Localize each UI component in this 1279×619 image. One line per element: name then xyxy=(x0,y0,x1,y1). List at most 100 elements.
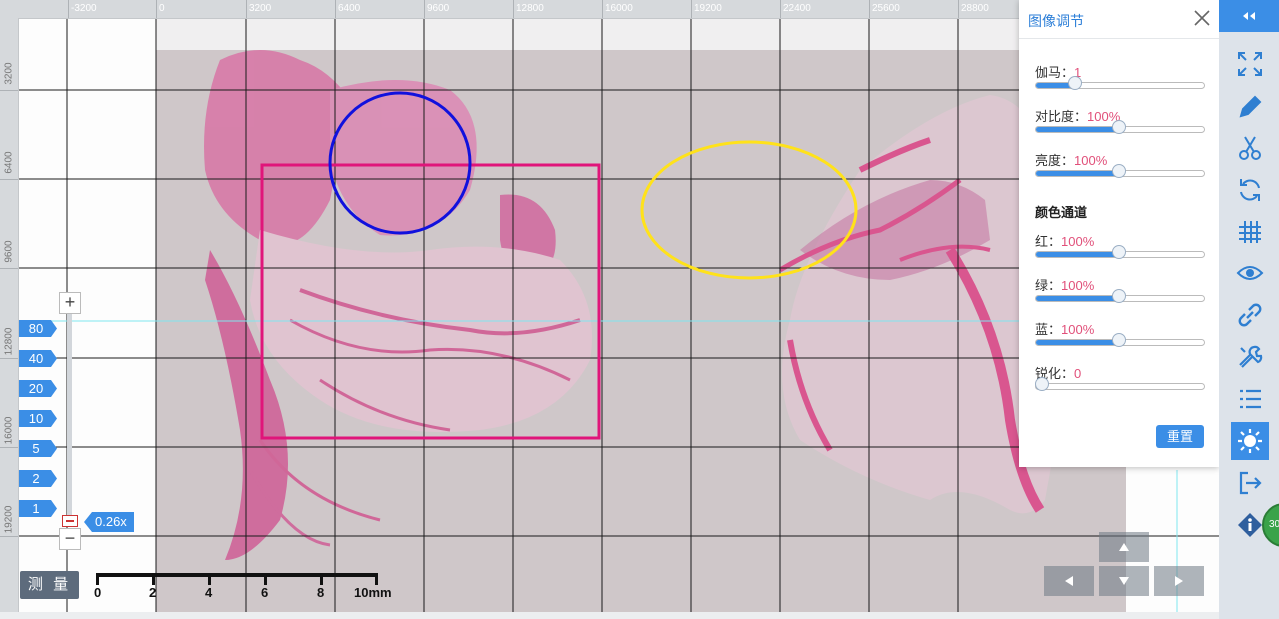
ruler-tick-label: 12800 xyxy=(516,3,544,14)
ruler-tick-label: 6400 xyxy=(3,151,15,174)
eye-tool-button[interactable] xyxy=(1231,254,1269,292)
zoom-slider-track[interactable] xyxy=(67,311,72,523)
ruler-top: -3200 0 3200 6400 9600 12800 16000 19200 22400 25… xyxy=(0,0,1219,19)
slider-label: 红：100% xyxy=(1035,234,1095,249)
image-adjust-panel: 图像调节 伽马：1 对比度：100% 亮度：100% 红：100% 绿：100% 蓝：10… xyxy=(1019,0,1219,467)
slider-handle[interactable] xyxy=(1068,76,1083,90)
zoom-level-label: 40 xyxy=(28,351,44,366)
slider-label: 亮度：100% xyxy=(1035,153,1108,168)
ruler-tick-label: 16000 xyxy=(3,416,15,445)
arrow-left-icon xyxy=(1065,576,1073,586)
slider-track[interactable] xyxy=(1035,82,1205,89)
zoom-level-40[interactable]: 40 xyxy=(19,350,57,367)
zoom-level-2[interactable]: 2 xyxy=(19,470,57,487)
reset-button[interactable]: 重置 xyxy=(1156,425,1204,448)
slider-handle[interactable] xyxy=(1112,333,1126,347)
slider-value: 100% xyxy=(1061,322,1095,337)
slider-green: 绿：100% xyxy=(1035,275,1205,315)
zoom-level-20[interactable]: 20 xyxy=(19,380,57,397)
slider-handle[interactable] xyxy=(1035,377,1049,391)
slider-handle[interactable] xyxy=(1112,289,1126,303)
list-tool-button[interactable] xyxy=(1231,380,1269,418)
pan-down-button[interactable] xyxy=(1099,566,1149,596)
tools-tool-button[interactable] xyxy=(1231,338,1269,376)
zoom-level-label: 80 xyxy=(28,321,44,336)
slide-canvas[interactable] xyxy=(0,0,1219,619)
slide-viewer[interactable]: -3200 0 3200 6400 9600 12800 16000 19200 22400 2 5… xyxy=(0,0,1219,619)
export-icon xyxy=(1239,471,1262,495)
annotation-circle[interactable] xyxy=(328,91,472,235)
slider-label: 绿：100% xyxy=(1035,278,1095,293)
slider-sharpen: 锐化：0 xyxy=(1035,363,1205,403)
slider-contrast: 对比度：100% xyxy=(1035,106,1205,146)
zoom-level-80[interactable]: 80 xyxy=(19,320,57,337)
slider-value: 100% xyxy=(1087,109,1121,124)
link-icon xyxy=(1238,303,1262,327)
slider-handle[interactable] xyxy=(1112,164,1126,178)
collapse-toolbar-button[interactable] xyxy=(1219,0,1279,32)
list-icon xyxy=(1240,389,1261,409)
scale-label: 4 xyxy=(205,585,213,600)
pencil-tool-button[interactable] xyxy=(1231,88,1269,126)
link-tool-button[interactable] xyxy=(1231,296,1269,334)
slider-brightness: 亮度：100% xyxy=(1035,150,1205,190)
zoom-level-label: 20 xyxy=(28,381,44,396)
zoom-level-5[interactable]: 5 xyxy=(19,440,57,457)
pan-up-button[interactable] xyxy=(1099,532,1149,562)
scale-label: 8 xyxy=(317,585,325,600)
scissors-tool-button[interactable] xyxy=(1231,129,1269,167)
pan-right-button[interactable] xyxy=(1154,566,1204,596)
measure-button[interactable]: 测 量 xyxy=(20,571,79,599)
annotation-ellipse[interactable] xyxy=(640,140,858,280)
slider-value: 100% xyxy=(1061,278,1095,293)
scale-label: 10mm xyxy=(354,585,392,600)
zoom-level-10[interactable]: 10 xyxy=(19,410,57,427)
grid-icon xyxy=(1239,221,1261,243)
ruler-tick-label: -3200 xyxy=(71,3,97,14)
slider-handle[interactable] xyxy=(1112,120,1126,134)
ruler-tick-label: 22400 xyxy=(783,3,811,14)
ruler-tick-label: 3200 xyxy=(3,62,15,85)
grid-tool-button[interactable] xyxy=(1231,213,1269,251)
grid-overlay xyxy=(18,18,1219,612)
slider-handle[interactable] xyxy=(1112,245,1126,259)
ruler-tick-label: 3200 xyxy=(249,3,272,14)
close-icon xyxy=(1194,10,1210,26)
ruler-tick-label: 16000 xyxy=(605,3,633,14)
arrow-down-icon xyxy=(1119,577,1129,585)
ruler-tick-label: 19200 xyxy=(3,505,15,534)
close-button[interactable] xyxy=(1191,7,1213,29)
slider-label: 伽马：1 xyxy=(1035,65,1082,80)
zoom-slider-handle[interactable] xyxy=(62,515,78,527)
pencil-icon xyxy=(1239,95,1262,118)
ruler-tick-label: 9600 xyxy=(427,3,450,14)
scale-label: 2 xyxy=(149,585,157,600)
annotation-rectangle[interactable] xyxy=(260,163,601,440)
scale-bar: 0 2 4 6 8 10mm xyxy=(94,570,392,604)
pan-left-button[interactable] xyxy=(1044,566,1094,596)
slider-value: 1 xyxy=(1074,65,1082,80)
ruler-left: 3200 6400 9600 12800 16000 19200 xyxy=(0,18,19,619)
scissors-icon xyxy=(1239,136,1261,160)
arrow-right-icon xyxy=(1175,576,1183,586)
ruler-tick-label: 9600 xyxy=(3,240,15,263)
scale-label: 0 xyxy=(94,585,102,600)
slider-track[interactable] xyxy=(1035,383,1205,390)
info-tool-button[interactable] xyxy=(1231,506,1269,544)
rotate-tool-button[interactable] xyxy=(1231,171,1269,209)
brightness-tool-button[interactable] xyxy=(1231,422,1269,460)
zoom-level-label: 5 xyxy=(32,441,40,456)
panel-title: 图像调节 xyxy=(1028,13,1084,29)
zoom-level-1[interactable]: 1 xyxy=(19,500,57,517)
slider-value: 100% xyxy=(1061,234,1095,249)
arrow-up-icon xyxy=(1119,543,1129,551)
fullscreen-tool-button[interactable] xyxy=(1231,45,1269,83)
zoom-out-button[interactable]: − xyxy=(59,528,81,550)
ruler-tick-label: 6400 xyxy=(338,3,361,14)
status-strip xyxy=(0,612,1219,619)
ruler-tick-label: 19200 xyxy=(694,3,722,14)
export-tool-button[interactable] xyxy=(1231,464,1269,502)
eye-icon xyxy=(1236,266,1264,280)
zoom-in-button[interactable]: + xyxy=(59,292,81,314)
slider-label: 对比度：100% xyxy=(1035,109,1121,124)
